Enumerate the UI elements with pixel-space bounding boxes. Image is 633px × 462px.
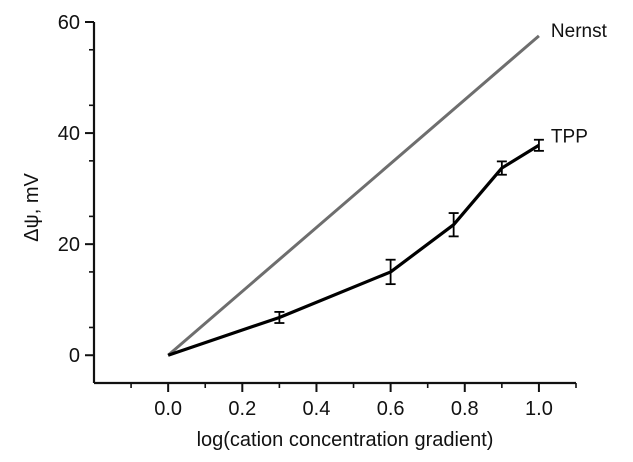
labels: 0.0 0.2 0.4 0.6 0.8 1.0 0 20 40 60 log(cation conc… (21, 12, 608, 451)
series-label-tpp: TPP (551, 126, 588, 147)
x-tick-label: 1.0 (525, 398, 553, 420)
series-layer (167, 34, 544, 357)
x-axis-title: log(cation concentration gradient) (197, 429, 494, 451)
y-tick-label: 20 (58, 234, 80, 256)
series-label-nernst: Nernst (551, 21, 608, 42)
x-tick-label: 0.2 (228, 398, 256, 420)
series-line-tpp (167, 143, 540, 357)
y-axis-title: Δψ, mV (21, 172, 43, 241)
x-tick-label: 0.0 (154, 398, 182, 420)
y-tick-label: 0 (69, 345, 80, 367)
y-tick-label: 40 (58, 123, 80, 145)
x-tick-label: 0.4 (303, 398, 331, 420)
x-tick-label: 0.8 (451, 398, 479, 420)
y-tick-label: 60 (58, 12, 80, 34)
axes (85, 21, 577, 392)
series-line-nernst (167, 34, 540, 357)
x-tick-label: 0.6 (377, 398, 405, 420)
